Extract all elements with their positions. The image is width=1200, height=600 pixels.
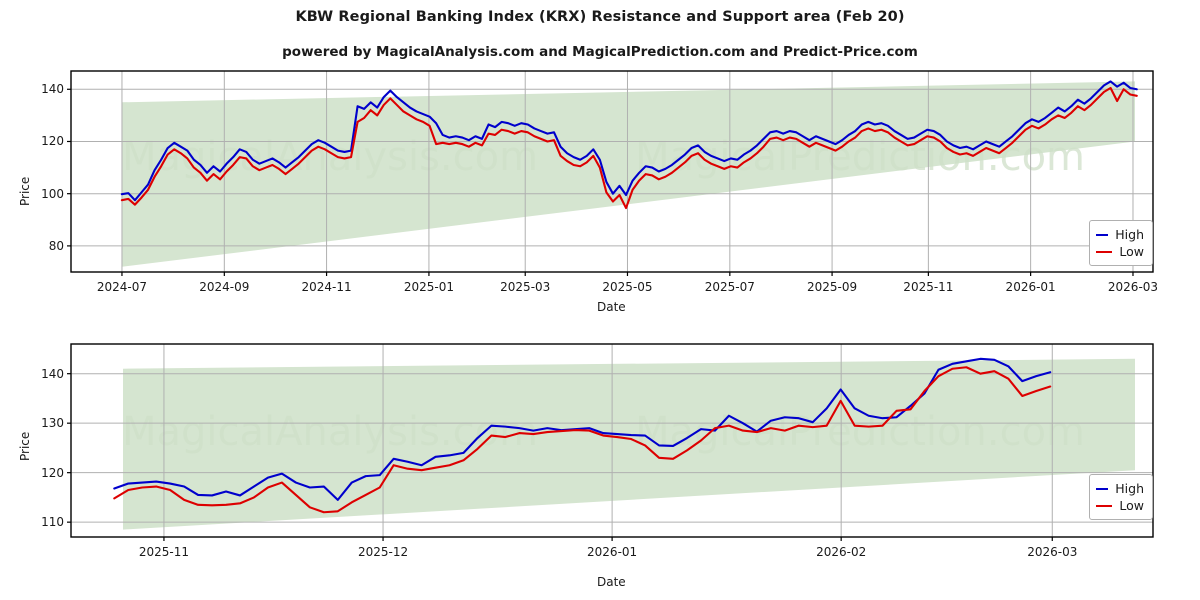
support-resistance-band — [122, 81, 1135, 267]
legend-swatch-high — [1096, 487, 1109, 490]
top-x-axis-label: Date — [597, 300, 626, 314]
legend-item-high[interactable]: High — [1096, 226, 1144, 243]
series-line-high — [113, 357, 1052, 501]
x-tick-label: 2025-11 — [903, 280, 954, 294]
top-y-axis-label: Price — [18, 176, 32, 206]
bottom-x-axis-label: Date — [597, 575, 626, 589]
bottom-chart-plot: MagicalAnalysis.com MagicalPrediction.com — [67, 343, 1154, 541]
x-tick-label: 2024-11 — [301, 280, 352, 294]
top-chart-legend[interactable]: High Low — [1089, 220, 1153, 266]
x-tick-label: 2026-01 — [1005, 280, 1056, 294]
x-tick-label: 2025-07 — [704, 280, 755, 294]
top-chart-plot: MagicalAnalysis.com MagicalPrediction.com — [67, 70, 1154, 276]
y-tick-label: 120 — [41, 465, 64, 480]
x-tick-label: 2025-11 — [138, 545, 190, 559]
support-resistance-band — [123, 358, 1135, 530]
x-tick-label: 2024-07 — [96, 280, 148, 294]
x-tick-label: 2025-03 — [500, 280, 551, 294]
top-chart-panel: MagicalAnalysis.com MagicalPrediction.com… — [41, 70, 1159, 294]
x-tick-label: 2025-12 — [357, 545, 409, 559]
legend-label-high: High — [1115, 481, 1144, 496]
page-title: KBW Regional Banking Index (KRX) Resista… — [295, 9, 905, 25]
legend-item-high[interactable]: High — [1096, 480, 1144, 497]
x-tick-label: 2025-09 — [807, 280, 858, 294]
series-line-low — [113, 366, 1052, 514]
legend-item-low[interactable]: Low — [1096, 497, 1144, 514]
series-line-high — [120, 80, 1138, 202]
legend-item-low[interactable]: Low — [1096, 243, 1144, 260]
y-tick-label: 130 — [41, 416, 64, 431]
bottom-chart-legend[interactable]: High Low — [1089, 474, 1153, 520]
x-tick-label: 2026-03 — [1027, 545, 1078, 559]
y-tick-label: 100 — [41, 186, 64, 201]
y-tick-label: 140 — [41, 366, 64, 381]
x-tick-label: 2025-01 — [403, 280, 454, 294]
x-tick-label: 2026-01 — [587, 545, 638, 559]
x-tick-label: 2024-09 — [199, 280, 250, 294]
y-tick-label: 120 — [41, 134, 64, 149]
y-tick-label: 140 — [41, 82, 64, 97]
watermark-magicalprediction: MagicalPrediction.com — [635, 409, 1085, 455]
x-tick-label: 2025-05 — [602, 280, 653, 294]
legend-swatch-high — [1096, 233, 1109, 236]
x-tick-label: 2026-03 — [1107, 280, 1159, 294]
watermark-magicalanalysis: MagicalAnalysis.com — [122, 409, 538, 455]
legend-swatch-low — [1096, 504, 1113, 507]
legend-swatch-low — [1096, 250, 1113, 253]
y-tick-label: 110 — [41, 515, 64, 530]
legend-label-low: Low — [1119, 244, 1144, 259]
bottom-y-axis-label: Price — [18, 431, 32, 461]
y-tick-label: 80 — [48, 238, 64, 253]
bottom-chart-panel: MagicalAnalysis.com MagicalPrediction.com… — [0, 320, 1200, 600]
x-tick-label: 2026-02 — [816, 545, 867, 559]
series-line-low — [120, 86, 1138, 210]
legend-label-low: Low — [1119, 498, 1144, 513]
page-subtitle: powered by MagicalAnalysis.com and Magic… — [282, 44, 918, 60]
legend-label-high: High — [1115, 227, 1144, 242]
